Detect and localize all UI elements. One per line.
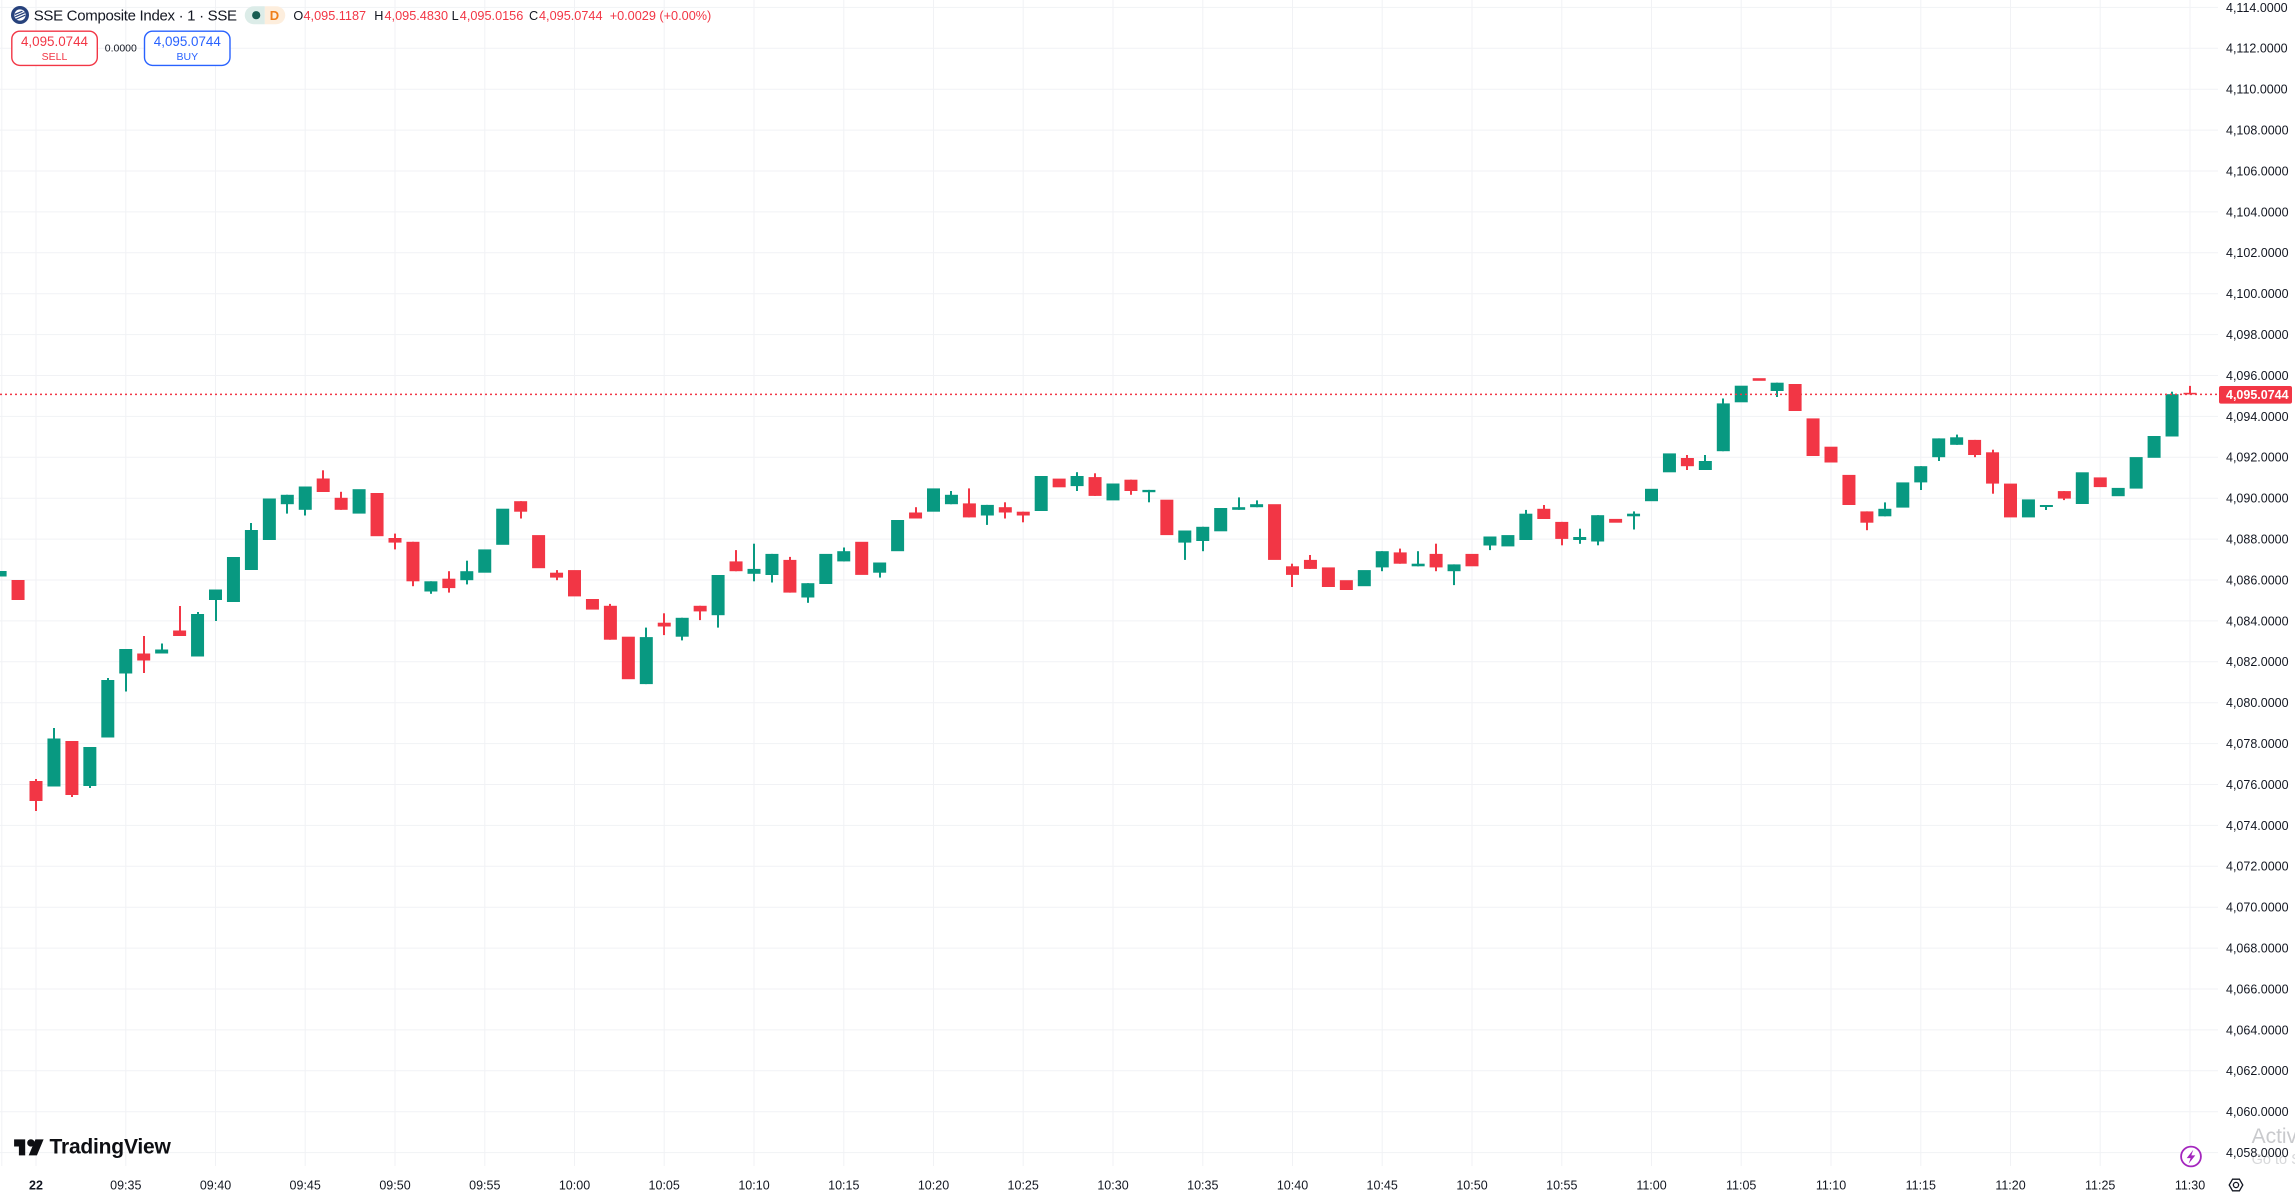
svg-text:10:00: 10:00 xyxy=(559,1179,590,1193)
svg-text:4,110.0000: 4,110.0000 xyxy=(2226,83,2288,97)
svg-text:09:45: 09:45 xyxy=(290,1179,321,1193)
svg-text:4,058.0000: 4,058.0000 xyxy=(2226,1146,2289,1160)
svg-text:Go to Se: Go to Se xyxy=(2252,1152,2295,1168)
svg-text:4,072.0000: 4,072.0000 xyxy=(2226,860,2289,874)
svg-text:O: O xyxy=(293,9,303,23)
svg-text:4,088.0000: 4,088.0000 xyxy=(2226,533,2289,547)
svg-text:10:35: 10:35 xyxy=(1187,1179,1218,1193)
svg-text:4,108.0000: 4,108.0000 xyxy=(2226,124,2289,138)
svg-text:4,066.0000: 4,066.0000 xyxy=(2226,982,2289,996)
svg-text:10:55: 10:55 xyxy=(1546,1179,1577,1193)
svg-text:10:25: 10:25 xyxy=(1008,1179,1039,1193)
svg-text:4,095.0744: 4,095.0744 xyxy=(2226,388,2289,402)
svg-text:4,095.0744: 4,095.0744 xyxy=(154,34,222,49)
svg-text:11:30: 11:30 xyxy=(2175,1179,2205,1193)
svg-text:11:25: 11:25 xyxy=(2085,1179,2115,1193)
svg-text:4,106.0000: 4,106.0000 xyxy=(2226,164,2289,178)
svg-text:4,090.0000: 4,090.0000 xyxy=(2226,492,2289,506)
svg-text:+0.0029 (+0.00%): +0.0029 (+0.00%) xyxy=(610,9,712,23)
svg-text:4,092.0000: 4,092.0000 xyxy=(2226,451,2289,465)
svg-text:4,100.0000: 4,100.0000 xyxy=(2226,287,2289,301)
svg-text:4,078.0000: 4,078.0000 xyxy=(2226,737,2289,751)
svg-text:11:20: 11:20 xyxy=(1995,1179,2025,1193)
svg-text:11:00: 11:00 xyxy=(1636,1179,1666,1193)
svg-text:4,070.0000: 4,070.0000 xyxy=(2226,901,2289,915)
svg-text:4,096.0000: 4,096.0000 xyxy=(2226,369,2289,383)
svg-text:4,084.0000: 4,084.0000 xyxy=(2226,614,2289,628)
svg-text:4,095.0156: 4,095.0156 xyxy=(460,9,524,23)
svg-text:4,074.0000: 4,074.0000 xyxy=(2226,819,2289,833)
svg-text:4,086.0000: 4,086.0000 xyxy=(2226,573,2289,587)
svg-text:4,068.0000: 4,068.0000 xyxy=(2226,942,2289,956)
svg-text:11:15: 11:15 xyxy=(1906,1179,1936,1193)
svg-text:L: L xyxy=(452,9,459,23)
svg-text:09:35: 09:35 xyxy=(110,1179,141,1193)
svg-text:4,062.0000: 4,062.0000 xyxy=(2226,1064,2289,1078)
svg-text:4,104.0000: 4,104.0000 xyxy=(2226,205,2289,219)
svg-text:4,060.0000: 4,060.0000 xyxy=(2226,1105,2289,1119)
svg-text:4,082.0000: 4,082.0000 xyxy=(2226,655,2289,669)
svg-text:4,076.0000: 4,076.0000 xyxy=(2226,778,2289,792)
svg-text:11:10: 11:10 xyxy=(1816,1179,1846,1193)
svg-text:4,095.4830: 4,095.4830 xyxy=(385,9,449,23)
svg-text:22: 22 xyxy=(29,1179,43,1193)
svg-text:C: C xyxy=(529,9,538,23)
svg-text:10:50: 10:50 xyxy=(1456,1179,1487,1193)
svg-text:4,098.0000: 4,098.0000 xyxy=(2226,328,2289,342)
svg-text:10:40: 10:40 xyxy=(1277,1179,1308,1193)
svg-text:4,114.0000: 4,114.0000 xyxy=(2226,1,2288,15)
svg-text:10:15: 10:15 xyxy=(828,1179,859,1193)
svg-text:4,102.0000: 4,102.0000 xyxy=(2226,246,2289,260)
svg-text:10:30: 10:30 xyxy=(1097,1179,1128,1193)
svg-text:H: H xyxy=(374,9,383,23)
svg-text:TradingView: TradingView xyxy=(50,1136,172,1159)
svg-text:4,080.0000: 4,080.0000 xyxy=(2226,696,2289,710)
svg-text:11:05: 11:05 xyxy=(1726,1179,1756,1193)
svg-text:4,094.0000: 4,094.0000 xyxy=(2226,410,2289,424)
svg-text:4,095.1187: 4,095.1187 xyxy=(304,9,367,23)
svg-text:10:05: 10:05 xyxy=(649,1179,680,1193)
svg-text:D: D xyxy=(270,8,279,23)
svg-text:SELL: SELL xyxy=(42,51,68,63)
svg-text:10:20: 10:20 xyxy=(918,1179,949,1193)
svg-text:4,112.0000: 4,112.0000 xyxy=(2226,42,2288,56)
svg-text:4,095.0744: 4,095.0744 xyxy=(539,9,603,23)
svg-text:10:45: 10:45 xyxy=(1367,1179,1398,1193)
svg-text:09:40: 09:40 xyxy=(200,1179,231,1193)
svg-text:10:10: 10:10 xyxy=(738,1179,769,1193)
svg-text:4,064.0000: 4,064.0000 xyxy=(2226,1023,2289,1037)
svg-text:09:55: 09:55 xyxy=(469,1179,500,1193)
svg-text:Activat: Activat xyxy=(2252,1125,2295,1148)
svg-text:4,095.0744: 4,095.0744 xyxy=(21,34,89,49)
svg-text:0.0000: 0.0000 xyxy=(105,42,137,54)
svg-text:BUY: BUY xyxy=(177,51,199,63)
svg-text:09:50: 09:50 xyxy=(379,1179,410,1193)
svg-text:SSE Composite Index · 1 · SSE: SSE Composite Index · 1 · SSE xyxy=(34,8,237,25)
